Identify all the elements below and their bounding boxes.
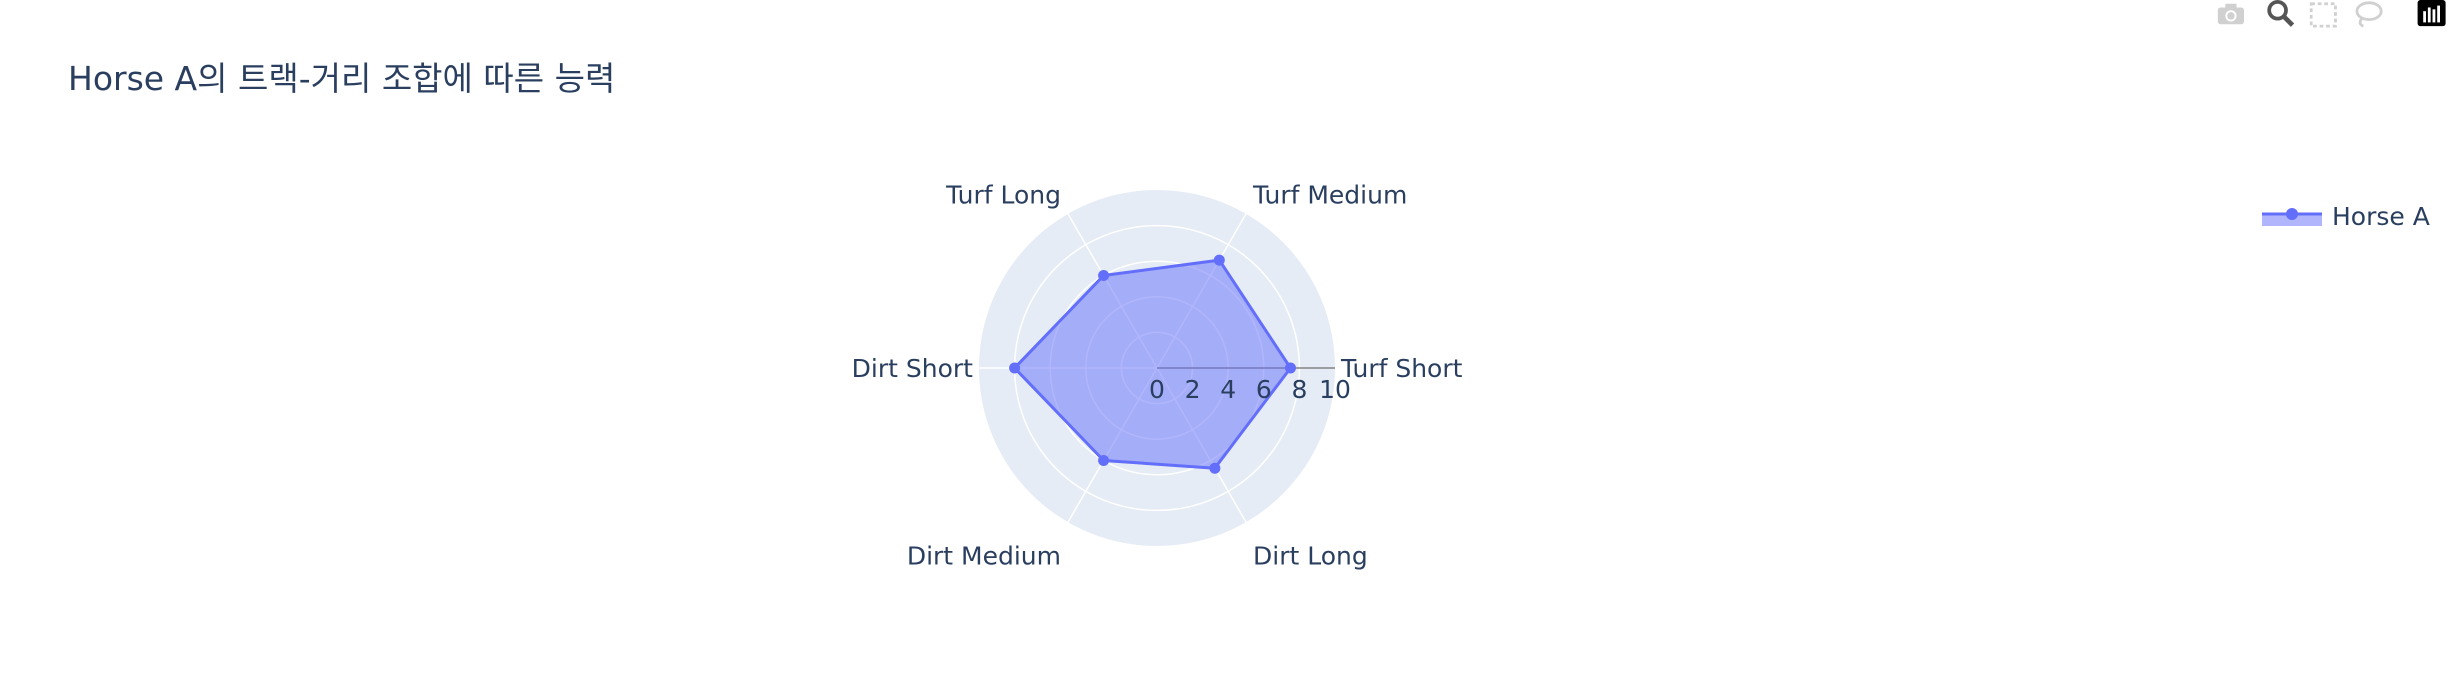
angular-tick-label-dirt-medium: Dirt Medium bbox=[907, 541, 1061, 570]
radial-tick-label-10: 10 bbox=[1319, 375, 1351, 404]
data-point-turf-long bbox=[1098, 270, 1110, 282]
angular-tick-label-dirt-short: Dirt Short bbox=[852, 354, 974, 383]
lasso-icon[interactable] bbox=[2355, 1, 2383, 28]
radial-tick-label-0: 0 bbox=[1149, 375, 1165, 404]
data-point-dirt-long bbox=[1209, 462, 1221, 474]
radial-tick-label-4: 4 bbox=[1220, 375, 1236, 404]
legend-label-horse-a: Horse A bbox=[2332, 202, 2430, 231]
radial-tick-label-8: 8 bbox=[1291, 375, 1307, 404]
data-point-turf-short bbox=[1285, 362, 1296, 374]
radial-tick-label-6: 6 bbox=[1256, 375, 1272, 404]
zoom-icon[interactable] bbox=[2267, 0, 2295, 27]
series-layer bbox=[1009, 254, 1296, 474]
chart-title: Horse A의 트랙-거리 조합에 따른 능력 bbox=[68, 59, 616, 98]
data-point-dirt-short bbox=[1009, 362, 1021, 374]
modebar bbox=[2217, 0, 2446, 28]
legend[interactable]: Horse A bbox=[2262, 202, 2430, 231]
angular-tick-label-dirt-long: Dirt Long bbox=[1253, 541, 1368, 570]
camera-icon[interactable] bbox=[2217, 3, 2244, 25]
angular-tick-label-turf-long: Turf Long bbox=[945, 181, 1061, 210]
plotly-logo-icon[interactable] bbox=[2417, 0, 2446, 27]
box-select-icon[interactable] bbox=[2309, 2, 2337, 28]
angular-tick-label-turf-short: Turf Short bbox=[1340, 354, 1463, 383]
angular-tick-label-turf-medium: Turf Medium bbox=[1252, 181, 1407, 210]
legend-swatch-horse-a bbox=[2262, 207, 2322, 226]
radial-tick-label-2: 2 bbox=[1185, 375, 1201, 404]
axis-labels: Turf Short Turf Medium Turf Long Dirt Short… bbox=[852, 181, 1463, 571]
data-point-dirt-medium bbox=[1098, 454, 1110, 466]
data-point-turf-medium bbox=[1213, 254, 1225, 266]
